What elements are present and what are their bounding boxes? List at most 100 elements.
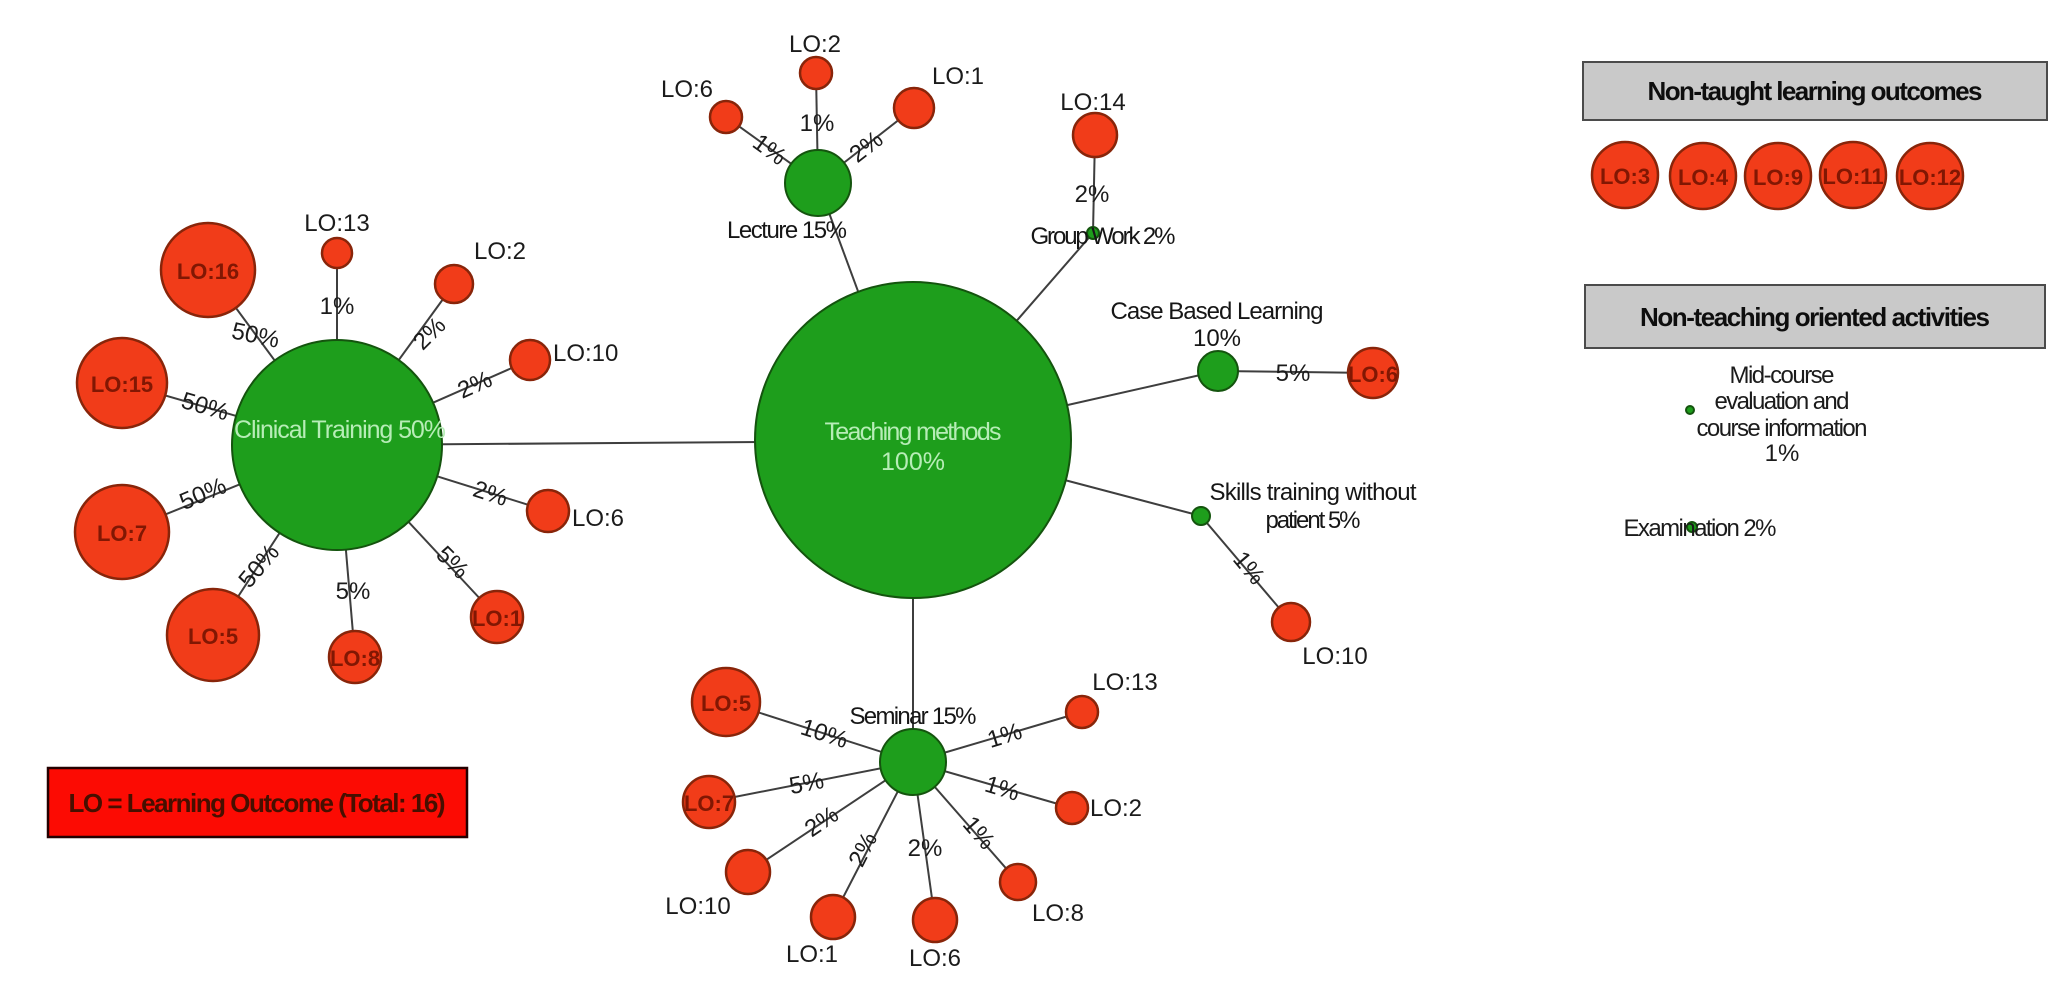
teaching-methods-node [754, 281, 1072, 599]
edge-seminar-lo7 [708, 761, 914, 803]
pct-skills-lo10: 1% [1227, 546, 1270, 590]
clinical-training-node [231, 339, 443, 551]
clinical-lo16-node [159, 221, 257, 319]
examination-dot [1686, 521, 1698, 533]
nontaught-lo9-node [1743, 141, 1813, 211]
skills-training-node [1191, 506, 1211, 526]
clinical-lo7-node [73, 483, 171, 581]
teaching-methods-label-line1: Teaching methods [825, 418, 1002, 446]
edge-skills-lo10 [1200, 515, 1292, 623]
seminar-lo7-node [681, 774, 737, 830]
lecture-lo1-label: LO:1 [932, 63, 984, 90]
nontaught-lo3-node [1590, 140, 1660, 210]
lo-legend: LO = Learning Outcome (Total: 16) [46, 766, 469, 839]
group-work-label: Group Work 2% [1031, 223, 1176, 250]
seminar-lo10-node [724, 848, 772, 896]
seminar-label: Seminar 15% [850, 703, 977, 730]
node-labels: Teaching methods 100% Clinical Training … [91, 31, 1417, 972]
seminar-lo2-node [1054, 790, 1090, 826]
non-teaching-panel: Non-teaching oriented activities Mid-cou… [1584, 284, 2046, 542]
pct-seminar-lo6: 2% [908, 835, 943, 862]
seminar-lo8-label: LO:8 [1032, 900, 1084, 927]
seminar-lo5-label: LO:5 [701, 691, 751, 716]
nontaught-lo12-label: LO:12 [1899, 165, 1961, 190]
seminar-lo13-label: LO:13 [1092, 669, 1157, 696]
pct-clinical-lo1: 5% [430, 541, 474, 585]
seminar-lo5-node [690, 666, 762, 738]
non-taught-header-box [1582, 61, 2048, 121]
seminar-lo10-label: LO:10 [665, 893, 730, 920]
pct-seminar-lo1: 2% [843, 828, 883, 871]
group-work-node [1086, 226, 1100, 240]
clinical-lo6-node [525, 488, 571, 534]
pct-groupwork-lo14: 2% [1075, 181, 1110, 208]
midcourse-label-line1: Mid-course [1730, 362, 1835, 389]
clinical-lo8-label: LO:8 [330, 646, 380, 671]
clinical-lo15-node [75, 336, 169, 430]
nontaught-lo3-label: LO:3 [1600, 164, 1650, 189]
nontaught-lo4-node [1668, 141, 1738, 211]
clinical-lo5-node [165, 587, 261, 683]
pct-clinical-lo6: 2% [470, 476, 511, 512]
pct-clinical-lo7: 50% [176, 472, 231, 516]
lo-legend-box [46, 766, 469, 839]
pct-seminar-lo10: 2% [800, 801, 844, 843]
clinical-lo13-node [320, 236, 354, 270]
clinical-lo8-node [327, 629, 383, 685]
pct-seminar-lo2: 1% [982, 771, 1023, 807]
seminar-lo6-label: LO:6 [909, 945, 961, 972]
non-teaching-header-text: Non-teaching oriented activities [1640, 302, 1990, 332]
lecture-node [784, 149, 852, 217]
seminar-lo1-label: LO:1 [786, 941, 838, 968]
non-teaching-header-box [1584, 284, 2046, 349]
pct-clinical-lo8: 5% [336, 578, 371, 605]
clinical-lo1-label: LO:1 [472, 606, 522, 631]
pct-clinical-lo16: 50% [229, 317, 282, 353]
nontaught-lo11-node [1818, 140, 1888, 210]
midcourse-label-line2: evaluation and [1715, 388, 1850, 415]
seminar-lo7-label: LO:7 [684, 791, 734, 816]
clinical-lo7-label: LO:7 [97, 521, 147, 546]
midcourse-dot [1685, 405, 1695, 415]
nontaught-lo9-label: LO:9 [1753, 165, 1803, 190]
pct-clinical-lo13: 1% [320, 293, 355, 320]
pct-casebased-lo6: 5% [1276, 360, 1311, 387]
pct-seminar-lo5: 10% [797, 714, 851, 755]
skills-lo10-node [1270, 601, 1312, 643]
clinical-lo2-label: LO:2 [474, 238, 526, 265]
clinical-lo10-node [508, 338, 552, 382]
lecture-lo6-label: LO:6 [661, 76, 713, 103]
midcourse-label-line4: 1% [1765, 440, 1800, 467]
groupwork-lo14-label: LO:14 [1060, 89, 1125, 116]
case-based-learning-node [1197, 350, 1239, 392]
casebased-lo6-label: LO:6 [1348, 362, 1398, 387]
pct-lecture-lo6: 1% [747, 129, 791, 171]
clinical-lo13-label: LO:13 [304, 210, 369, 237]
case-based-label-line2: 10% [1193, 325, 1241, 352]
lecture-label: Lecture 15% [727, 217, 847, 244]
clinical-lo5-label: LO:5 [188, 624, 238, 649]
clinical-lo6-label: LO:6 [572, 505, 624, 532]
pct-seminar-lo8: 1% [957, 811, 1000, 855]
groupwork-lo14-node [1071, 111, 1119, 159]
pct-clinical-lo5: 50% [233, 539, 285, 593]
seminar-lo2-label: LO:2 [1090, 795, 1142, 822]
clinical-lo1-node [469, 589, 525, 645]
lecture-lo1-node [892, 86, 936, 130]
lo-legend-text: LO = Learning Outcome (Total: 16) [69, 788, 446, 818]
casebased-lo6-node [1346, 346, 1400, 400]
midcourse-label-line3: course information [1697, 415, 1868, 442]
clinical-lo2-node [433, 263, 475, 305]
lecture-lo2-node [798, 55, 834, 91]
seminar-lo13-node [1064, 694, 1100, 730]
pct-lecture-lo2: 1% [800, 110, 835, 137]
seminar-lo1-node [809, 893, 857, 941]
case-based-label-line1: Case Based Learning [1111, 298, 1324, 325]
clinical-lo15-label: LO:15 [91, 372, 153, 397]
lecture-lo6-node [708, 99, 744, 135]
skills-label-line2: patient 5% [1266, 507, 1361, 534]
pct-seminar-lo13: 1% [984, 718, 1025, 754]
seminar-lo8-node [998, 862, 1038, 902]
nontaught-lo12-node [1895, 141, 1965, 211]
